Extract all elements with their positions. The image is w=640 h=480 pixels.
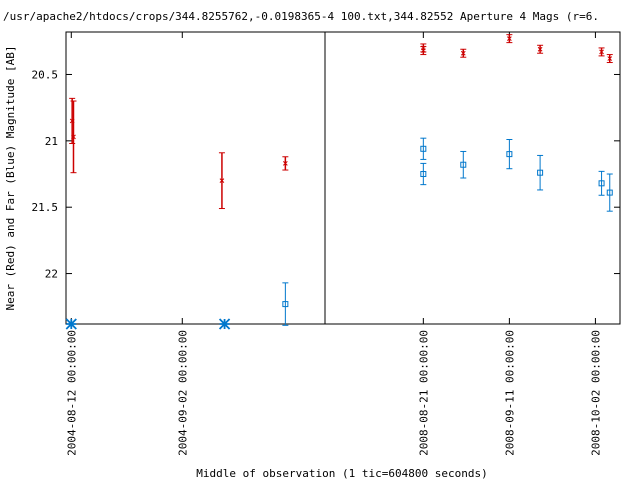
x-marker (71, 134, 76, 140)
x-axis: 2004-08-12 00:00:00 2004-09-02 00:00:00 20… (65, 32, 602, 456)
red-data-point (506, 34, 513, 44)
x-marker (607, 56, 613, 61)
blue-data-point (598, 170, 605, 196)
red-data-point (70, 100, 77, 174)
red-data-point (218, 152, 225, 210)
blue-data-point (282, 282, 289, 326)
square-marker (598, 180, 605, 187)
red-data-point (606, 54, 613, 64)
red-data-point (282, 156, 289, 171)
x-tick-label: 2008-10-02 00:00:00 (589, 330, 602, 456)
red-data-point (420, 46, 427, 56)
square-marker (282, 301, 289, 308)
limit-marker (218, 318, 231, 330)
x-tick-label: 2008-08-21 00:00:00 (417, 330, 430, 456)
x-axis-label: Middle of observation (1 tic=604800 seco… (196, 467, 487, 480)
x-tick-label: 2004-09-02 00:00:00 (176, 330, 189, 456)
y-tick-label: 20.5 (32, 68, 59, 81)
blue-data-point (420, 137, 427, 160)
x-marker (219, 178, 225, 184)
red-data-point (537, 44, 544, 54)
y-axis: 20.5 21 21.5 22 (32, 68, 620, 281)
x-marker (283, 161, 288, 166)
red-data-point (598, 47, 605, 57)
y-tick-label: 21.5 (32, 201, 59, 214)
y-tick-label: 21 (45, 135, 58, 148)
x-marker (420, 48, 426, 53)
square-marker (460, 161, 467, 168)
blue-data-point (460, 150, 467, 179)
x-marker (507, 36, 512, 41)
blue-data-point (606, 173, 613, 212)
data-points (65, 34, 613, 330)
x-marker (537, 46, 543, 52)
blue-data-point (537, 154, 544, 191)
square-marker (537, 169, 544, 176)
square-marker (606, 189, 613, 196)
y-axis-label: Near (Red) and Far (Blue) Magnitude [AB] (4, 46, 17, 311)
x-tick-label: 2008-09-11 00:00:00 (503, 330, 516, 456)
square-marker (506, 151, 513, 158)
y-tick-label: 22 (45, 268, 58, 281)
blue-data-point (506, 139, 513, 170)
x-marker (599, 49, 604, 55)
limit-marker (65, 318, 77, 330)
plot-frame (65, 31, 621, 325)
plot-border (65, 31, 621, 325)
red-data-point (460, 48, 467, 58)
chart-title: /usr/apache2/htdocs/crops/344.8255762,-0… (3, 10, 599, 23)
square-marker (420, 145, 427, 152)
x-tick-label: 2004-08-12 00:00:00 (65, 330, 78, 456)
square-marker (420, 171, 427, 178)
x-marker (460, 50, 466, 56)
blue-data-point (420, 162, 427, 186)
